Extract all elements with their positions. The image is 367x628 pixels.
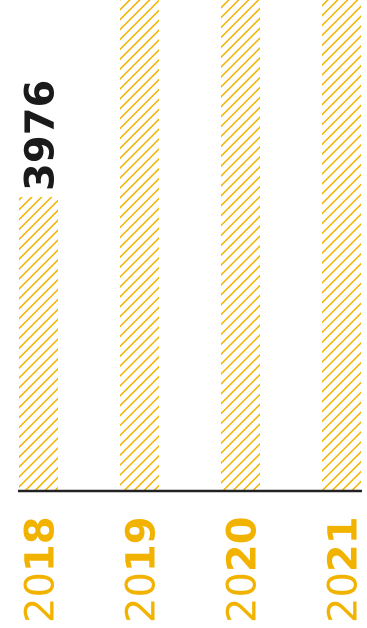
year-label-2021: 2021 xyxy=(321,516,367,623)
year-prefix: 20 xyxy=(119,572,165,623)
year-prefix: 20 xyxy=(220,572,266,623)
value-label-group: 3976457846964683 xyxy=(18,80,64,191)
year-prefix: 20 xyxy=(321,572,367,623)
bar-2018 xyxy=(19,196,58,492)
bar-2021 xyxy=(322,0,361,492)
year-suffix: 19 xyxy=(119,516,165,572)
year-label-2019: 2019 xyxy=(119,516,165,623)
bar-2019 xyxy=(120,0,159,491)
value-label-2018: 3976 xyxy=(18,80,64,191)
bar-group xyxy=(19,0,361,492)
year-suffix: 21 xyxy=(321,516,367,572)
year-label-2020: 2020 xyxy=(220,516,266,623)
year-suffix: 20 xyxy=(220,516,266,572)
year-suffix: 18 xyxy=(18,516,64,572)
year-label-2018: 2018 xyxy=(18,516,64,623)
year-prefix: 20 xyxy=(18,572,64,623)
bar-2020 xyxy=(221,0,260,492)
